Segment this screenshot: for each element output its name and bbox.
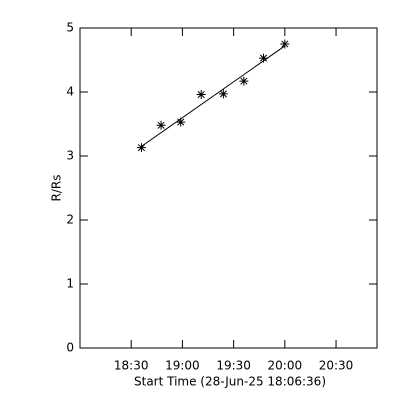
point xyxy=(280,39,290,49)
x-tick-label: 18:30 xyxy=(114,359,149,373)
point xyxy=(258,53,268,63)
y-tick-label: 0 xyxy=(66,341,74,355)
y-tick-label: 4 xyxy=(66,85,74,99)
x-tick-label: 20:30 xyxy=(319,359,354,373)
point xyxy=(239,76,249,86)
x-tick-label: 19:00 xyxy=(165,359,200,373)
x-tick-label: 20:00 xyxy=(268,359,303,373)
x-axis-label: Start Time (28-Jun-25 18:06:36) xyxy=(134,375,326,389)
y-axis-label: R/Rs xyxy=(50,175,64,202)
y-tick-label: 1 xyxy=(66,277,74,291)
point xyxy=(218,89,228,99)
y-tick-label: 3 xyxy=(66,149,74,163)
point xyxy=(196,90,206,100)
plot-frame xyxy=(79,27,378,349)
x-tick-label: 19:30 xyxy=(216,359,251,373)
fit-line xyxy=(141,45,286,147)
y-tick-label: 2 xyxy=(66,213,74,227)
y-tick-label: 5 xyxy=(66,21,74,35)
point xyxy=(156,120,166,130)
point xyxy=(176,117,186,127)
point xyxy=(136,143,146,153)
